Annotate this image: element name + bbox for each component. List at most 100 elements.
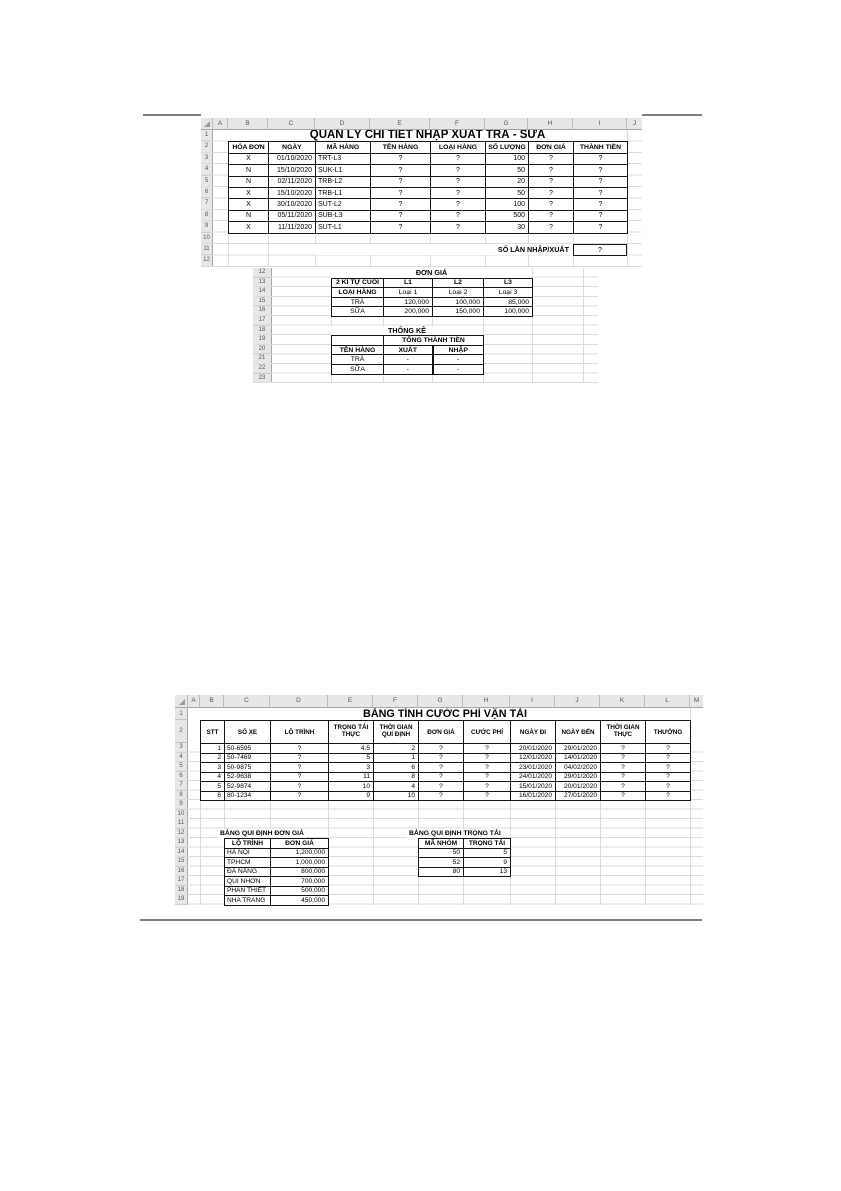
cell: 30/10/2020	[268, 198, 316, 211]
cell: ?	[463, 762, 511, 773]
cell: 8	[373, 771, 419, 782]
cell: ?	[573, 152, 628, 166]
cell: ?	[463, 752, 511, 763]
header-cell: L1	[383, 277, 433, 289]
column-letter: G	[485, 118, 528, 130]
column-letter: H	[463, 695, 510, 708]
header-cell: HÓA ĐƠN	[228, 141, 269, 154]
header-cell: LỘ TRÌNH	[270, 720, 329, 744]
table-row: 52 9	[418, 857, 511, 868]
cell: ?	[418, 781, 464, 792]
cell: ?	[600, 752, 646, 763]
cell: ?	[463, 781, 511, 792]
cell: ?	[430, 221, 486, 234]
cell: 120,000	[383, 296, 433, 308]
header-cell: ĐƠN GIÁ	[528, 141, 574, 154]
table-row: N 15/10/2020 SUK-L1?? 50??	[228, 164, 628, 177]
column-letter: J	[555, 695, 600, 708]
cell: ?	[270, 743, 329, 754]
cell: 50	[485, 164, 529, 177]
column-letter: K	[600, 695, 645, 708]
cell: N	[228, 209, 269, 223]
merged-header-cell: TỔNG THÀNH TIỀN	[383, 335, 484, 346]
header-cell: LOẠI HÀNG	[331, 287, 384, 298]
total-count-value-cell: ?	[573, 243, 627, 256]
column-letter: I	[510, 695, 555, 708]
cell: ?	[573, 164, 628, 177]
sheet1-title: QUẢN LÝ CHI TIẾT NHẬP XUẤT TRÀ - SỮA	[228, 130, 627, 142]
header-cell: NGÀY ĐI	[510, 720, 556, 744]
cell: ?	[463, 790, 511, 801]
header-cell: THƯỞNG	[645, 720, 691, 744]
cell: 52-9874	[224, 781, 271, 792]
table-row: 1 50-6595? 4.5 2?? 20/01/2020 29/01/2020??	[200, 743, 691, 754]
header-cell: 2 KÍ TỰ CUỐI	[331, 277, 384, 289]
cell: ?	[430, 186, 486, 200]
cell: 9	[328, 790, 374, 801]
cell: 5	[463, 847, 511, 858]
table-row: QUI NHƠN 700,000	[224, 876, 329, 887]
cell: ?	[370, 164, 431, 177]
column-letter: J	[627, 118, 642, 130]
cell: 150,000	[432, 306, 484, 317]
header-cell: MÃ HÀNG	[315, 141, 371, 154]
column-letter: F	[430, 118, 485, 130]
cell: 2	[200, 752, 225, 763]
cell: ?	[270, 790, 329, 801]
spreadsheet-screenshot-1: A B C D E F G H I J 1 2 3 4 5 6 7 8 9 10…	[201, 110, 642, 270]
cell: 1,000,000	[270, 857, 329, 868]
select-all-icon	[179, 699, 185, 705]
cell: 29/01/2020	[555, 743, 601, 754]
cell: 3	[200, 762, 225, 773]
cell: 20/01/2020	[555, 781, 601, 792]
table-row: X 15/10/2020 TRB-L1?? 50??	[228, 186, 628, 200]
cell: ?	[645, 743, 691, 754]
cell: ?	[370, 221, 431, 234]
cell: 80	[418, 866, 464, 877]
cell: 11	[328, 771, 374, 782]
cell: 9	[463, 857, 511, 868]
cell: ?	[270, 762, 329, 773]
cell: SỮA	[331, 306, 384, 317]
cell: ĐÀ NẴNG	[224, 866, 271, 877]
cell: 16/01/2020	[510, 790, 556, 801]
cell: ?	[370, 209, 431, 223]
spreadsheet-screenshot-3: A B C D E F G H I J K L M 1 2 3 4 5 6 7 …	[175, 695, 703, 906]
column-letter: G	[418, 695, 463, 708]
cell: 23/01/2020	[510, 762, 556, 773]
cell: 27/01/2020	[555, 790, 601, 801]
cell: ?	[600, 771, 646, 782]
table-row: 3 50-9875? 3 6?? 23/01/2020 04/02/2020??	[200, 762, 691, 773]
cell: 4	[373, 781, 419, 792]
cell: SUB-L3	[315, 209, 371, 223]
cell: Loại 3	[483, 287, 533, 298]
cell: -	[432, 363, 484, 375]
column-letter: E	[328, 695, 373, 708]
cell: 30	[485, 221, 529, 234]
cell: 10	[328, 781, 374, 792]
bottom-horizontal-rule	[140, 919, 702, 921]
table-row: PHAN THIẾT 500,000	[224, 885, 329, 896]
cell: Loại 2	[432, 287, 484, 298]
table-row: HÀ NỘI 1,200,000	[224, 847, 329, 858]
cell: ?	[573, 175, 628, 188]
cell: 20	[485, 175, 529, 188]
cell: N	[228, 164, 269, 177]
cell: 100,000	[432, 296, 484, 308]
cell: 15/10/2020	[268, 164, 316, 177]
column-letter: C	[268, 118, 315, 130]
header-cell: LOẠI HÀNG	[430, 141, 486, 154]
cell: ?	[573, 186, 628, 200]
cell: 450,000	[270, 895, 329, 906]
cell: ?	[528, 198, 574, 211]
cell: 14/01/2020	[555, 752, 601, 763]
cell: 100	[485, 198, 529, 211]
cell: TPHCM	[224, 857, 271, 868]
cell: 01/10/2020	[268, 152, 316, 166]
column-header-band: A B C D E F G H I J K L M	[175, 695, 703, 708]
cell: ?	[418, 743, 464, 754]
cell: X	[228, 152, 269, 166]
cell: 15/10/2020	[268, 186, 316, 200]
cell: ?	[600, 781, 646, 792]
